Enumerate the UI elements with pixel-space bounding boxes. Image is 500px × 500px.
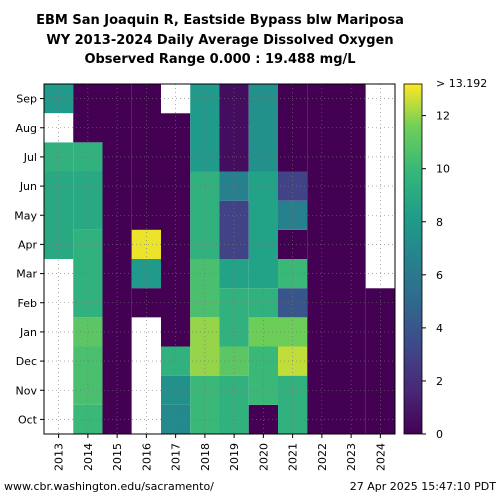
cell-2020-oct-nov <box>248 404 278 434</box>
y-tick-label-mar: Mar <box>16 268 37 281</box>
cell-2017-oct-nov <box>161 404 191 434</box>
chart-title-line-1: EBM San Joaquin R, Eastside Bypass blw M… <box>36 13 404 28</box>
colorbar-tick-label-6: 6 <box>436 269 443 282</box>
plot-frame <box>43 83 396 435</box>
colorbar-tick-label-8: 8 <box>436 216 443 229</box>
y-tick-label-aug: Aug <box>16 122 37 135</box>
x-tick-label-2014: 2014 <box>82 443 95 471</box>
colorbar-tick-label-2: 2 <box>436 375 443 388</box>
colorbar-tick-label-10: 10 <box>436 163 450 176</box>
x-tick-label-2023: 2023 <box>345 443 358 471</box>
chart-title-line-3: Observed Range 0.000 : 19.488 mg/L <box>84 52 355 67</box>
cell-2014-jan-feb <box>73 317 103 347</box>
x-tick-label-2024: 2024 <box>374 443 387 471</box>
cell-2018-dec-feb <box>190 317 220 376</box>
timestamp: 27 Apr 2025 15:47:10 PDT <box>350 480 497 493</box>
colorbar-max-label: > 13.192 <box>436 77 487 90</box>
colorbar-tick-label-0: 0 <box>436 428 443 441</box>
x-tick-label-2013: 2013 <box>53 443 66 471</box>
chart-title-line-2: WY 2013-2024 Daily Average Dissolved Oxy… <box>46 33 393 48</box>
y-tick-label-sep: Sep <box>16 93 37 106</box>
cell-2017-dec-jan <box>161 346 191 376</box>
y-tick-label-nov: Nov <box>16 384 38 397</box>
x-tick-label-2018: 2018 <box>199 443 212 471</box>
colorbar-ticks: 0 2 4 6 8 10 12 <box>422 110 450 441</box>
x-tick-label-2020: 2020 <box>257 443 270 471</box>
x-tick-label-2022: 2022 <box>316 443 329 471</box>
cell-2023-oct-oct <box>336 84 366 434</box>
colorbar-tick-label-4: 4 <box>436 322 443 335</box>
source-url: www.cbr.washington.edu/sacramento/ <box>4 480 214 493</box>
cell-2022-oct-oct <box>307 84 337 434</box>
y-tick-label-may: May <box>14 209 37 222</box>
y-tick-label-dec: Dec <box>16 355 37 368</box>
x-tick-label-2019: 2019 <box>228 443 241 471</box>
x-tick-label-2021: 2021 <box>287 443 300 471</box>
colorbar-tick-label-12: 12 <box>436 110 450 123</box>
plot-grid <box>44 84 395 434</box>
cell-2014-oct-nov <box>73 404 103 434</box>
y-tick-label-jan: Jan <box>19 326 37 339</box>
x-tick-label-2017: 2017 <box>170 443 183 471</box>
y-tick-label-apr: Apr <box>18 238 38 251</box>
x-tick-label-2015: 2015 <box>111 443 124 471</box>
y-axis: Oct Nov Dec Jan Feb Mar Apr May Jun Jul Aug Sep <box>14 93 44 426</box>
x-axis: 2013 2014 2015 2016 2017 2018 2019 2020 2021 2022… <box>53 434 387 471</box>
cell-2020-jul-oct <box>248 84 278 172</box>
cell-2019-apr-jun <box>219 200 249 259</box>
cell-2015-oct-oct <box>102 84 132 434</box>
cell-2020-mar-jul <box>248 171 278 289</box>
plot-cells <box>44 84 395 434</box>
x-tick-label-2016: 2016 <box>140 443 153 471</box>
y-tick-label-feb: Feb <box>18 297 37 310</box>
y-tick-label-jun: Jun <box>19 180 37 193</box>
cell-2020-jan-feb <box>248 317 278 347</box>
y-tick-label-jul: Jul <box>23 151 37 164</box>
cell-2013-oct-apr <box>44 259 74 434</box>
y-tick-label-oct: Oct <box>18 413 38 426</box>
colorbar <box>403 83 423 435</box>
